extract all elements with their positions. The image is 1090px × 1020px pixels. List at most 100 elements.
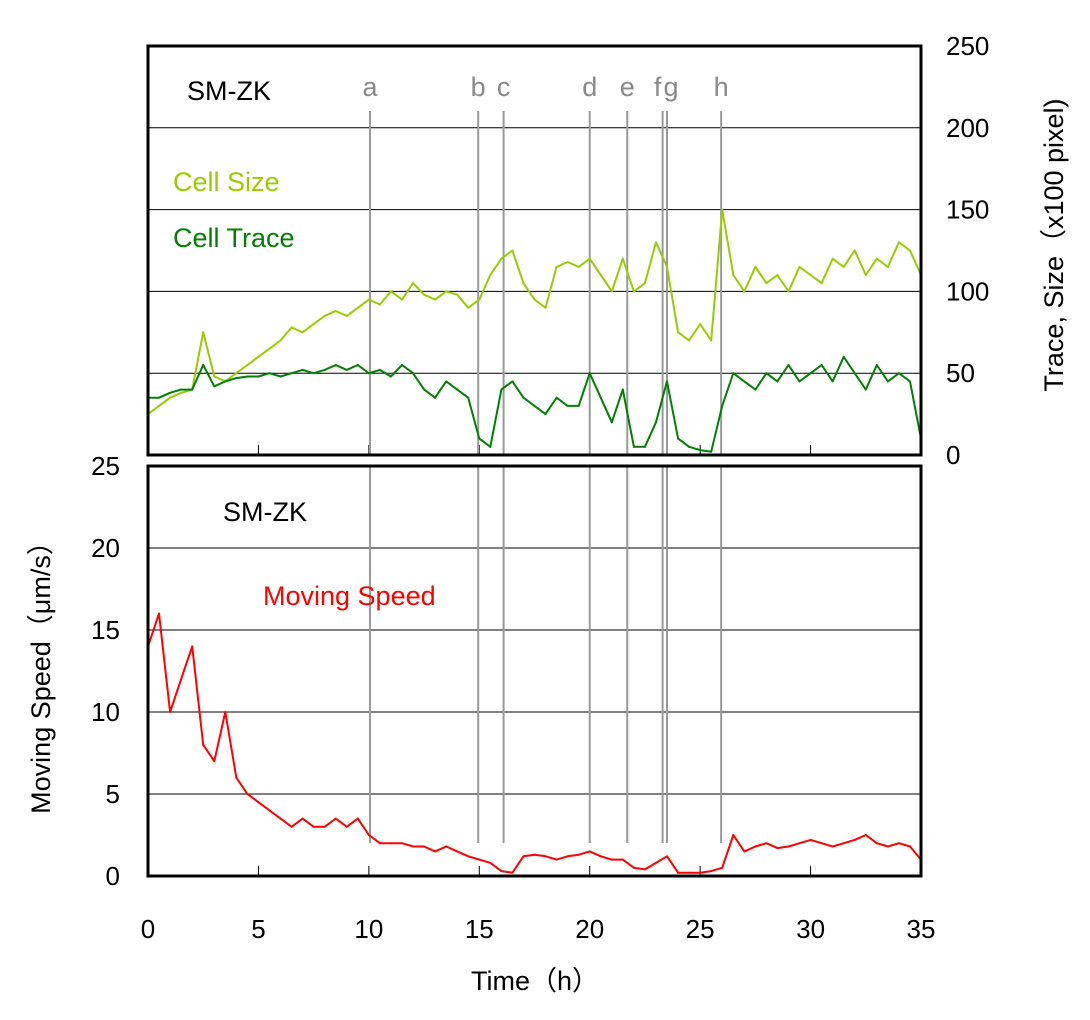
data-point (632, 290, 635, 293)
data-point (588, 850, 591, 853)
data-point (610, 421, 613, 424)
data-point (445, 845, 448, 848)
data-point (180, 678, 183, 681)
x-tick-label: 25 (686, 914, 715, 944)
data-point (356, 817, 359, 820)
data-point (202, 331, 205, 334)
data-point (621, 858, 624, 861)
data-point (643, 282, 646, 285)
data-point (875, 257, 878, 260)
data-point (235, 377, 238, 380)
x-tick-label: 30 (796, 914, 825, 944)
data-point (367, 298, 370, 301)
bottom-annotation: SM-ZK (223, 497, 307, 527)
data-point (643, 445, 646, 448)
data-point (699, 871, 702, 874)
y-tick-label: 250 (946, 31, 989, 61)
data-point (699, 449, 702, 452)
y-tick-label: 200 (946, 113, 989, 143)
data-point (191, 388, 194, 391)
data-point (842, 265, 845, 268)
data-point (610, 290, 613, 293)
x-tick-label: 15 (465, 914, 494, 944)
data-point (268, 347, 271, 350)
data-point (886, 265, 889, 268)
data-point (743, 850, 746, 853)
data-point (312, 825, 315, 828)
data-point (290, 372, 293, 375)
marker-label-b: b (471, 72, 486, 102)
data-point (500, 388, 503, 391)
data-point (312, 372, 315, 375)
data-point (831, 380, 834, 383)
data-point (467, 396, 470, 399)
data-point (389, 290, 392, 293)
data-point (577, 404, 580, 407)
x-tick-label: 35 (907, 914, 936, 944)
top-annotation: SM-ZK (187, 76, 271, 106)
data-point (511, 871, 514, 874)
data-point (367, 834, 370, 836)
data-point (721, 866, 724, 869)
data-point (566, 260, 569, 263)
legend-cell-size: Cell Size (173, 167, 280, 197)
data-point (423, 845, 426, 848)
data-point (169, 711, 172, 713)
data-point (908, 380, 911, 383)
data-point (378, 303, 381, 306)
data-point (389, 375, 392, 378)
data-point (754, 265, 757, 268)
top-panel: 0 50 100 150 200 250 a b c d e f g h (146, 31, 989, 470)
data-point (400, 842, 403, 845)
legend-moving-speed: Moving Speed (263, 581, 436, 611)
marker-label-d: d (582, 72, 597, 102)
data-point (544, 306, 547, 309)
data-point (577, 265, 580, 268)
data-point (489, 274, 492, 277)
data-point (412, 845, 415, 848)
data-point (632, 445, 635, 448)
data-point (908, 845, 911, 848)
data-point (688, 445, 691, 448)
data-point (610, 858, 613, 861)
data-point (279, 339, 282, 342)
data-point (224, 711, 227, 713)
data-point (268, 372, 271, 375)
data-point (864, 834, 867, 836)
data-point (555, 858, 558, 861)
data-point (301, 817, 304, 820)
data-point (158, 404, 161, 407)
x-tick-label: 5 (251, 914, 265, 944)
data-point (323, 314, 326, 317)
data-point (334, 364, 337, 367)
data-point (853, 838, 856, 841)
data-point (632, 866, 635, 869)
data-point (467, 306, 470, 309)
data-point (710, 450, 713, 453)
marker-label-g: g (663, 72, 678, 102)
data-point (677, 437, 680, 440)
data-point (666, 855, 669, 858)
data-point (235, 776, 238, 779)
data-point (765, 282, 768, 285)
data-point (345, 314, 348, 317)
data-point (721, 208, 724, 211)
data-point (301, 368, 304, 371)
data-point (787, 364, 790, 367)
left-y-axis-label: Moving Speed（μm/s） (26, 528, 56, 814)
data-point (621, 388, 624, 391)
y-tick-label: 5 (106, 779, 120, 809)
data-point (621, 257, 624, 260)
data-point (456, 388, 459, 391)
y-tick-label: 25 (91, 451, 120, 481)
data-point (500, 257, 503, 260)
data-point (588, 372, 591, 375)
data-point (400, 364, 403, 367)
data-point (831, 257, 834, 260)
marker-label-f: f (654, 72, 662, 102)
y-tick-label: 50 (946, 358, 975, 388)
x-tick-label: 10 (354, 914, 383, 944)
data-point (423, 293, 426, 296)
data-point (787, 845, 790, 848)
data-point (809, 838, 812, 841)
